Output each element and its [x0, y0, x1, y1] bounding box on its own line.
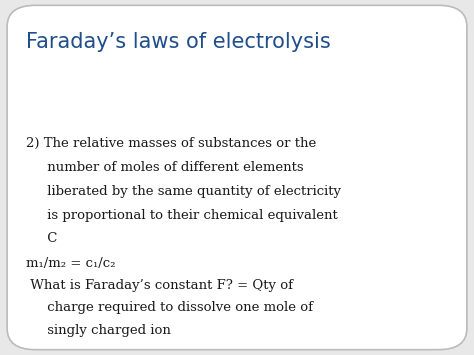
- FancyBboxPatch shape: [7, 5, 467, 350]
- Text: singly charged ion: singly charged ion: [26, 324, 171, 337]
- Text: Faraday’s laws of electrolysis: Faraday’s laws of electrolysis: [26, 32, 331, 52]
- Text: What is Faraday’s constant F? = Qty of: What is Faraday’s constant F? = Qty of: [26, 279, 293, 292]
- Text: charge required to dissolve one mole of: charge required to dissolve one mole of: [26, 301, 313, 314]
- Text: m₁/m₂ = c₁/c₂: m₁/m₂ = c₁/c₂: [26, 257, 116, 270]
- Text: is proportional to their chemical equivalent: is proportional to their chemical equiva…: [26, 209, 338, 222]
- Text: liberated by the same quantity of electricity: liberated by the same quantity of electr…: [26, 185, 341, 198]
- Text: C: C: [26, 233, 57, 245]
- Text: 2) The relative masses of substances or the: 2) The relative masses of substances or …: [26, 137, 316, 150]
- Text: number of moles of different elements: number of moles of different elements: [26, 161, 304, 174]
